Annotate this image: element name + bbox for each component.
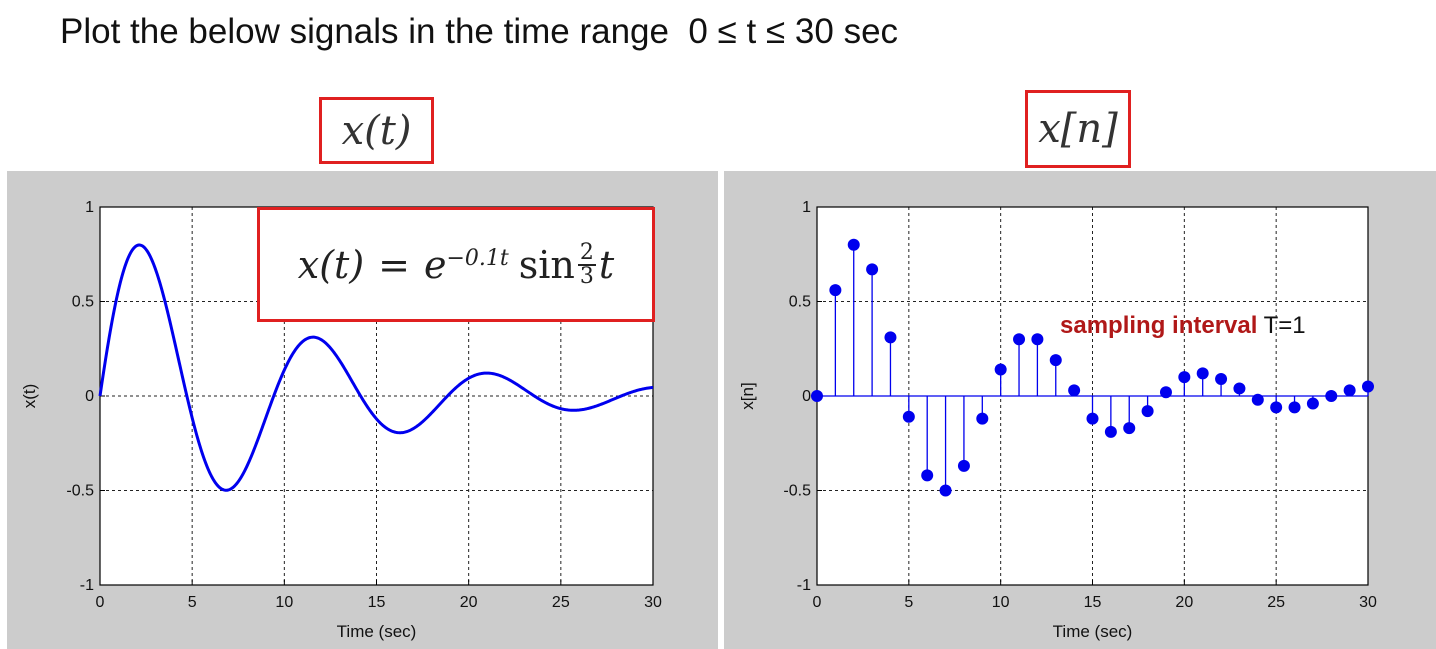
stem-marker: [1013, 333, 1026, 346]
stem-marker: [902, 410, 915, 423]
y-axis-label: x[n]: [738, 382, 757, 409]
formula-equals: =: [378, 242, 410, 287]
stem-marker: [866, 263, 879, 276]
sampling-annotation: sampling interval T=1: [1060, 312, 1306, 340]
x-tick-label: 10: [992, 594, 1010, 611]
stem-marker: [1362, 380, 1374, 393]
stem-marker: [1306, 397, 1319, 410]
y-tick-label: -1: [797, 577, 811, 594]
x-tick-label: 5: [904, 594, 913, 611]
stem-marker: [1068, 384, 1081, 397]
y-tick-label: 0.5: [789, 294, 811, 311]
y-tick-label: 1: [802, 199, 811, 216]
sampling-annotation-black: T=1: [1257, 312, 1306, 339]
x-tick-label: 0: [813, 594, 822, 611]
x-tick-label: 25: [552, 594, 570, 611]
formula-func: sin: [518, 242, 575, 287]
x-tick-label: 15: [1084, 594, 1102, 611]
x-tick-label: 15: [368, 594, 386, 611]
stem-marker: [1215, 372, 1228, 385]
x-tick-label: 20: [460, 594, 478, 611]
stem-marker: [811, 390, 823, 402]
stem-marker: [976, 412, 989, 425]
stem-marker: [957, 459, 970, 472]
stem-marker: [1251, 393, 1264, 406]
y-tick-label: 0: [802, 388, 811, 405]
x-axis-label: Time (sec): [1053, 622, 1133, 641]
chart-2: 0 5 10 15 20 25 30 -1 -0.5 0 0.5 1 Time (sec) x[n]: [738, 199, 1377, 641]
stem-marker: [921, 469, 934, 482]
stem-marker: [1270, 401, 1283, 414]
formula-frac-den: 3: [579, 263, 594, 289]
formula-fraction: 2 3: [577, 239, 596, 289]
signal-line: [98, 243, 654, 492]
stem-marker: [1141, 405, 1154, 418]
stem-marker: [1178, 371, 1191, 384]
y-axis-label: x(t): [20, 384, 39, 409]
continuous-signal-label: x(t): [319, 97, 434, 164]
formula-var: t: [598, 242, 615, 287]
stem-marker: [1159, 386, 1172, 399]
discrete-signal-label: x[n]: [1025, 90, 1131, 168]
sampling-annotation-red: sampling interval: [1060, 312, 1258, 339]
x-axis-label: Time (sec): [337, 622, 417, 641]
page-heading: Plot the below signals in the time range…: [60, 12, 899, 51]
x-tick-label: 20: [1175, 594, 1193, 611]
formula-base: e: [424, 242, 447, 287]
formula-frac-num: 2: [577, 239, 596, 266]
y-tick-label: -0.5: [783, 483, 811, 500]
stem-marker: [1233, 382, 1246, 395]
stem-marker: [884, 331, 897, 344]
stem-marker: [1196, 367, 1209, 380]
x-tick-label: 5: [188, 594, 197, 611]
stem-marker: [1086, 412, 1099, 425]
y-tick-label: -0.5: [66, 483, 94, 500]
formula-exponent: −0.1t: [446, 246, 509, 271]
formula-box: x(t) = e −0.1t sin 2 3 t: [257, 207, 655, 322]
y-tick-label: 0: [85, 388, 94, 405]
stem-marker: [1031, 333, 1044, 346]
formula-lhs: x(t): [297, 242, 365, 287]
stem-marker: [1123, 422, 1136, 435]
x-tick-label: 10: [275, 594, 293, 611]
x-tick-label: 0: [96, 594, 105, 611]
stem-marker: [1104, 425, 1117, 438]
x-tick-label: 30: [644, 594, 662, 611]
stem-marker: [1325, 390, 1338, 402]
stem-marker: [994, 363, 1007, 376]
x-tick-label: 25: [1267, 594, 1285, 611]
y-tick-label: -1: [80, 577, 94, 594]
stem-marker: [939, 484, 952, 497]
stem-marker: [847, 238, 860, 251]
y-tick-label: 0.5: [72, 294, 94, 311]
stem-marker: [1049, 354, 1062, 367]
stem-marker: [1343, 384, 1356, 397]
stem-marker: [829, 284, 842, 297]
x-tick-label: 30: [1359, 594, 1377, 611]
stem-marker: [1288, 401, 1301, 414]
y-tick-label: 1: [85, 199, 94, 216]
